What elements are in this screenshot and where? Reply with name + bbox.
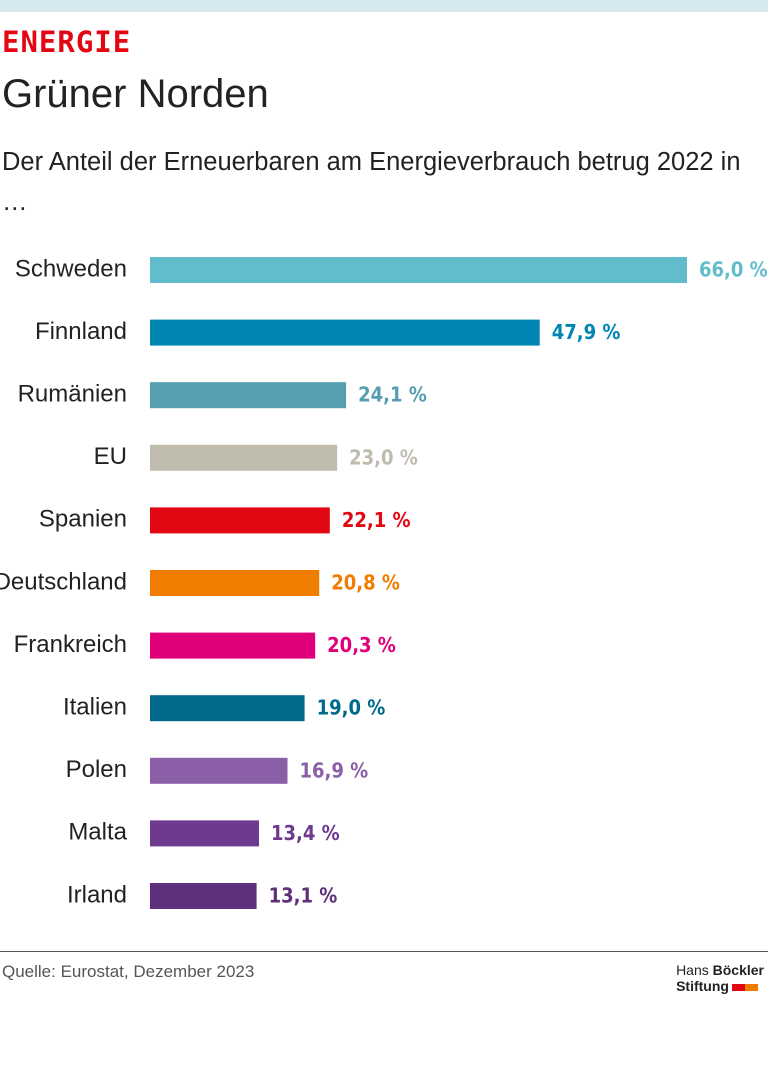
- chart-title: Grüner Norden: [2, 72, 269, 116]
- logo-line: Hans Böckler: [676, 962, 764, 978]
- logo-text: Böckler: [712, 962, 764, 978]
- logo-text: Stiftung: [676, 978, 729, 994]
- category-label: Finnland: [35, 318, 127, 345]
- category-label: Italien: [63, 694, 127, 721]
- category-label: Rumänien: [18, 381, 127, 408]
- logo-square: [744, 983, 758, 991]
- footer-rule: [0, 951, 768, 952]
- value-label: 20,8 %: [331, 571, 400, 595]
- category-label: Frankreich: [14, 631, 127, 658]
- source: Quelle: Eurostat, Dezember 2023: [2, 962, 255, 981]
- kicker: ENERGIE: [2, 25, 132, 59]
- bar: [150, 319, 540, 346]
- bar: [150, 820, 260, 847]
- logo: Hans Böckler Stiftung: [676, 962, 764, 994]
- bar: [150, 257, 687, 283]
- category-label: Irland: [67, 881, 127, 908]
- category-label: Deutschland: [0, 568, 127, 595]
- value-label: 23,0 %: [349, 445, 418, 469]
- value-label: 24,1 %: [358, 383, 427, 407]
- bar: [150, 883, 257, 909]
- category-label: Schweden: [15, 255, 127, 282]
- value-label: 20,3 %: [327, 633, 396, 657]
- bar: [150, 632, 316, 659]
- logo-line: Stiftung: [676, 978, 764, 994]
- category-label: EU: [94, 443, 127, 470]
- logo-text: Hans: [676, 962, 709, 978]
- bar: [150, 382, 347, 409]
- value-label: 19,0 %: [317, 696, 386, 720]
- bar: [150, 444, 338, 471]
- value-label: 22,1 %: [342, 508, 411, 532]
- value-label: 66,0 %: [699, 258, 768, 282]
- category-label: Malta: [68, 819, 127, 846]
- bar: [150, 507, 330, 534]
- bar: [150, 695, 305, 722]
- top-strip: [0, 0, 768, 12]
- value-label: 13,4 %: [271, 821, 340, 845]
- category-label: Polen: [66, 756, 127, 783]
- value-label: 13,1 %: [269, 884, 338, 908]
- bar: [150, 570, 320, 596]
- bar: [150, 757, 288, 784]
- category-label: Spanien: [39, 506, 127, 533]
- value-label: 47,9 %: [552, 320, 621, 344]
- value-label: 16,9 %: [300, 758, 369, 782]
- logo-square: [731, 983, 745, 991]
- chart-subtitle: Der Anteil der Erneuerbaren am Energieve…: [2, 148, 741, 216]
